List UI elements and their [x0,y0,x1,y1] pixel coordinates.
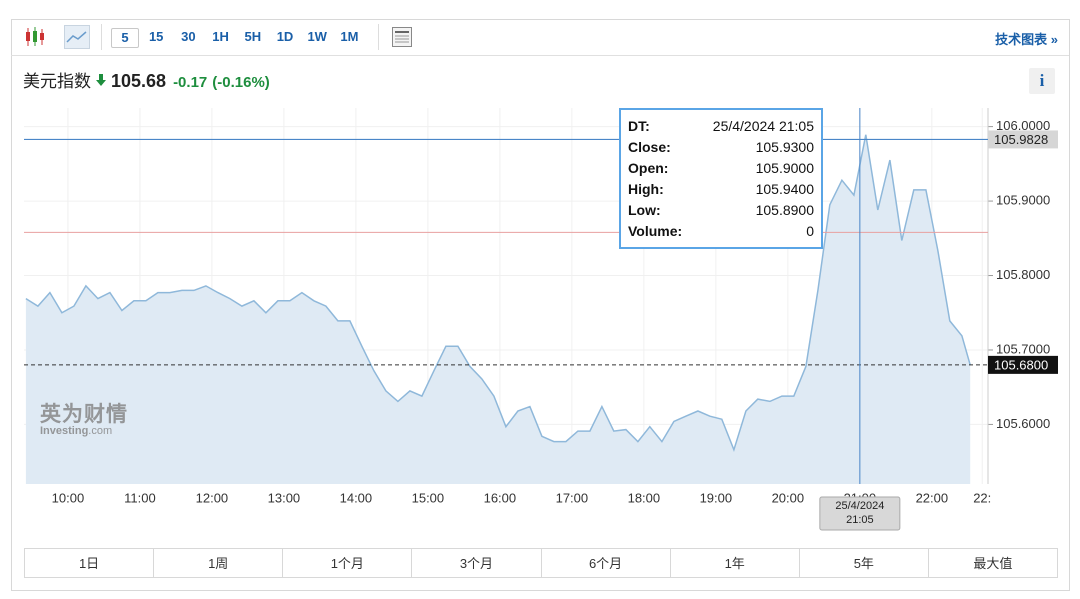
tooltip-key: Close: [628,139,671,155]
x-tick-label: 16:00 [484,490,517,505]
range-button[interactable]: 1日 [24,548,155,578]
tooltip-row: High: 105.9400 [628,179,814,200]
watermark: 英为财情 Investing.com [40,398,128,437]
down-arrow [96,73,106,86]
price: 105.68 [111,71,167,91]
instrument-name: 美元指数 [23,72,91,91]
tooltip-key: DT: [628,118,650,134]
watermark-en: Investing [40,425,89,437]
interval-button[interactable]: 1D [276,29,294,44]
quote-header: 美元指数 105.68 -0.17 (-0.16%) [23,67,270,92]
x-tick-label: 22: [973,490,991,505]
toolbar-divider [11,55,1069,56]
separator [378,24,379,50]
interval-button[interactable]: 1W [307,29,327,44]
change-percent: (-0.16%) [212,74,270,91]
range-button[interactable]: 最大值 [927,548,1058,578]
crosshair-label-box [819,496,901,531]
interval-button[interactable]: 1M [340,29,359,44]
interval-button[interactable]: 1H [212,29,229,44]
tooltip-value: 105.9000 [755,160,814,176]
tooltip-row: Volume: 0 [628,221,814,242]
x-tick-label: 18:00 [628,490,661,505]
widget-frame [11,19,1070,591]
interval-button[interactable]: 30 [181,29,196,44]
high-label: 105.9828 [994,132,1048,147]
last-label-box [988,355,1058,374]
watermark-suffix: .com [88,425,113,437]
area-fill [25,134,971,485]
y-tick-label: 105.8000 [996,267,1050,282]
range-button[interactable]: 1周 [153,548,284,578]
candlestick-icon[interactable] [24,26,46,48]
x-tick-label: 13:00 [268,490,301,505]
interval-button[interactable]: 5 [111,28,139,48]
crosshair-label: 25/4/2024 [835,500,884,512]
x-tick-label: 19:00 [700,490,733,505]
tech-chart-link[interactable]: 技术图表 » [995,32,1058,47]
range-button[interactable]: 1个月 [282,548,413,578]
tooltip-row: DT: 25/4/2024 21:05 [628,116,814,137]
tooltip-row: Low: 105.8900 [628,200,814,221]
info-button[interactable]: i [1029,68,1055,94]
tooltip-key: Volume: [628,223,683,239]
area-icon[interactable] [64,25,90,49]
interval-button[interactable]: 5H [244,29,262,44]
tooltip-value: 25/4/2024 21:05 [712,118,814,134]
tooltip-value: 105.8900 [755,202,814,218]
y-tick-label: 105.7000 [996,341,1050,356]
tooltip-value: 0 [806,223,814,239]
tooltip-value: 105.9300 [755,139,814,155]
x-tick-label: 22:00 [916,490,949,505]
range-button[interactable]: 1年 [669,548,800,578]
x-tick-label: 10:00 [52,490,85,505]
y-tick-label: 105.6000 [996,416,1050,431]
x-tick-label: 12:00 [196,490,229,505]
table-icon[interactable] [391,26,413,48]
tooltip-row: Open: 105.9000 [628,158,814,179]
high-label-box [988,130,1058,149]
x-tick-label: 15:00 [412,490,445,505]
range-button[interactable]: 6个月 [540,548,671,578]
crosshair-label: 21:05 [846,514,874,526]
x-tick-label: 20:00 [772,490,805,505]
x-tick-label: 17:00 [556,490,589,505]
tooltip-key: Open: [628,160,669,176]
price-line [25,134,971,453]
watermark-cn: 英为财情 [40,403,128,426]
separator [101,24,102,50]
x-tick-label: 11:00 [124,490,156,505]
x-tick-label: 14:00 [340,490,373,505]
tooltip-row: Close: 105.9300 [628,137,814,158]
range-button[interactable]: 5年 [798,548,929,578]
y-tick-label: 106.0000 [996,118,1050,133]
tooltip: DT: 25/4/2024 21:05 Close: 105.9300 Open: 105… [619,108,823,249]
range-button[interactable]: 3个月 [411,548,542,578]
change: -0.17 [173,74,208,91]
tooltip-key: Low: [628,202,661,218]
last-label: 105.6800 [994,357,1048,372]
y-tick-label: 105.9000 [996,193,1050,208]
interval-button[interactable]: 15 [148,29,164,44]
tooltip-key: High: [628,181,664,197]
tooltip-value: 105.9400 [755,181,814,197]
